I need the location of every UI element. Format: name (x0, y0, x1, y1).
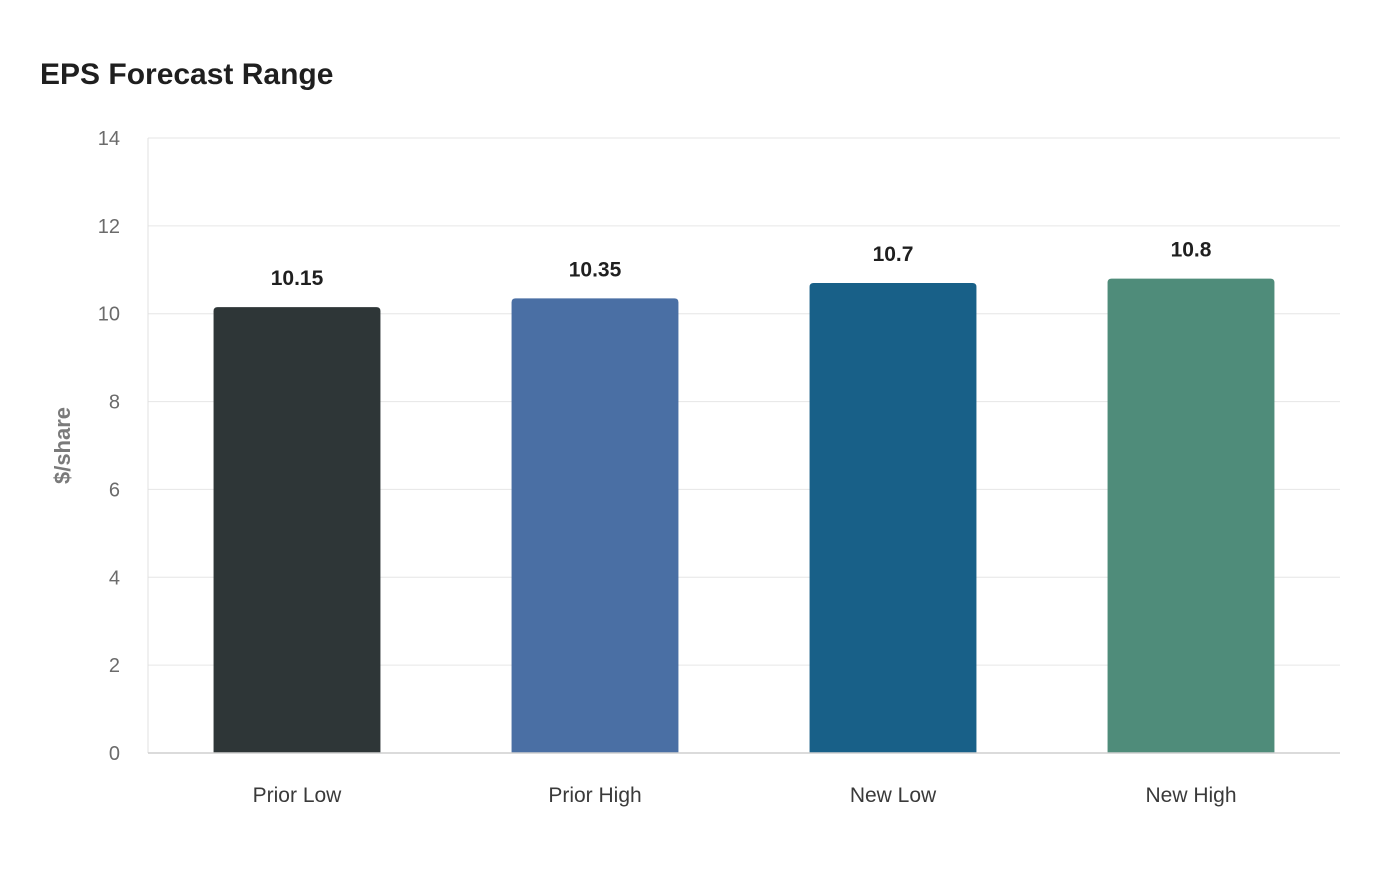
y-tick-label: 12 (98, 216, 120, 238)
x-axis-categories: Prior Low Prior High New Low New High (253, 784, 1237, 807)
y-tick-label: 6 (109, 479, 120, 501)
bar-new-low (809, 282, 977, 753)
y-axis-ticks: 0 2 4 6 8 10 12 14 (98, 128, 120, 765)
y-tick-label: 8 (109, 392, 120, 414)
x-tick-label: New Low (850, 784, 937, 807)
bar-prior-high (511, 298, 679, 753)
x-tick-label: New High (1145, 784, 1236, 807)
data-label: 10.15 (271, 267, 324, 290)
y-tick-label: 4 (109, 567, 120, 589)
data-label: 10.7 (873, 243, 914, 266)
bar-new-high (1107, 278, 1275, 753)
data-label: 10.35 (569, 258, 622, 281)
y-tick-label: 0 (109, 743, 120, 765)
x-tick-label: Prior Low (253, 784, 343, 807)
y-tick-label: 14 (98, 128, 120, 150)
bars (213, 278, 1275, 753)
data-label: 10.8 (1171, 239, 1212, 262)
bar-prior-low (213, 307, 381, 753)
y-tick-label: 2 (109, 655, 120, 677)
y-tick-label: 10 (98, 304, 120, 326)
x-tick-label: Prior High (548, 784, 641, 807)
value-labels: 10.15 10.35 10.7 10.8 (271, 239, 1212, 291)
y-axis-title: $/share (50, 407, 75, 484)
chart-title: EPS Forecast Range (40, 58, 334, 91)
